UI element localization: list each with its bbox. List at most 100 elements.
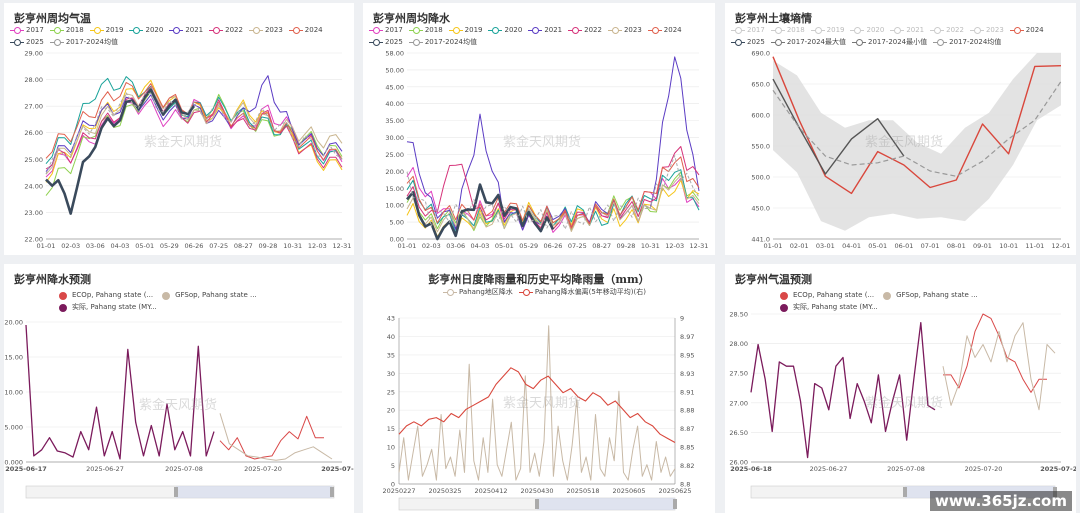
legend-item[interactable]: GFSop, Pahang state ... (880, 290, 978, 301)
x-tick-label: 01-01 (398, 242, 417, 250)
legend-item[interactable]: 2020 (129, 25, 163, 36)
y-tick-label: 10.00 (4, 389, 23, 397)
legend-item[interactable]: 2023 (969, 25, 1004, 36)
legend: 2017 2018 2019 2020 2021 2022 2023 2024 2025 2017… (369, 25, 709, 48)
x-tick-label: 04-01 (842, 242, 861, 250)
legend-item[interactable]: 2023 (248, 25, 283, 36)
x-tick-label: 2025-07-29 (321, 465, 354, 473)
y-right-tick-label: 8.82 (680, 462, 694, 470)
panel-temperature-forecast: 彭亨州气温预测 ECOp, Pahang state (... GFSop, Pa… (725, 264, 1076, 513)
legend-item[interactable]: 2021 (169, 25, 203, 36)
legend-item[interactable]: 2019 (448, 25, 483, 36)
legend-label: 2019 (464, 26, 483, 34)
y-right-tick-label: 8.87 (680, 425, 694, 433)
x-tick-label: 20250412 (474, 487, 507, 495)
legend-item[interactable]: 2017-2024均值 (933, 37, 1001, 48)
legend-item[interactable]: 2018 (770, 25, 805, 36)
legend-marker (56, 292, 70, 300)
legend-item[interactable]: 2017-2024最小值 (851, 37, 927, 48)
x-tick-label: 02-03 (422, 242, 441, 250)
y-left-tick-label: 43 (387, 315, 395, 323)
legend-item[interactable]: ECOp, Pahang state (... (56, 290, 153, 301)
y-tick-label: 5.000 (4, 424, 23, 432)
legend-label: 2017 (26, 26, 44, 34)
y-right-tick-label: 8.88 (680, 407, 694, 415)
y-right-tick-label: 8.91 (680, 388, 694, 396)
legend-item[interactable]: 2017 (731, 25, 765, 36)
legend-marker (647, 27, 662, 34)
legend-item[interactable]: 2024 (288, 25, 323, 36)
legend: Pahang地区降水 Pahang降水偏离(5年移动平均)(右) (443, 287, 709, 298)
y-tick-label: 50.00 (385, 66, 404, 74)
legend-item[interactable]: 2022 (568, 25, 602, 36)
x-tick-label: 2025-07-20 (965, 465, 1003, 473)
legend-item[interactable]: 2025 (369, 37, 403, 48)
chart-plot: 0 5 10 15 20 25 30 35 40 43 8.8 8.82 8.85 8.87 8.88 8.9… (382, 315, 694, 511)
legend-marker (731, 27, 745, 34)
legend-marker (1009, 27, 1024, 34)
legend-label: 2022 (225, 26, 243, 34)
series-line (772, 81, 1062, 177)
legend-item[interactable]: 实际, Pahang state (MY... (56, 302, 157, 313)
legend-item[interactable]: 2017-2024均值 (49, 37, 118, 48)
legend-item[interactable]: 2022 (930, 25, 964, 36)
legend-item[interactable]: GFSop, Pahang state ... (159, 290, 257, 301)
legend-item[interactable]: 2019 (89, 25, 123, 36)
legend-marker (770, 39, 785, 46)
x-tick-label: 03-06 (446, 242, 465, 250)
y-tick-label: 10.00 (385, 202, 404, 210)
y-tick-label: 45.00 (385, 83, 404, 91)
zoom-slider-handle (903, 487, 907, 497)
legend-item[interactable]: Pahang降水偏离(5年移动平均)(右) (518, 287, 646, 298)
legend-marker (880, 292, 894, 300)
x-tick-label: 04-03 (111, 242, 130, 250)
legend-item[interactable]: 实际, Pahang state (MY... (777, 302, 878, 313)
legend-item[interactable]: Pahang地区降水 (443, 287, 513, 298)
legend-item[interactable]: 2024 (647, 25, 682, 36)
y-tick-label: 0.000 (4, 459, 23, 467)
y-tick-label: 26.00 (24, 129, 43, 137)
legend-item[interactable]: 2023 (607, 25, 642, 36)
legend-marker (10, 27, 24, 34)
legend-item[interactable]: 2018 (49, 25, 84, 36)
x-tick-label: 11-01 (1025, 242, 1044, 250)
x-tick-label: 07-25 (209, 242, 228, 250)
legend-marker (850, 27, 865, 34)
legend-item[interactable]: 2017-2024最大值 (770, 37, 846, 48)
legend-item[interactable]: ECOp, Pahang state (... (777, 290, 874, 301)
legend-item[interactable]: 2021 (890, 25, 924, 36)
x-tick-label: 2025-07-08 (165, 465, 203, 473)
y-tick-label: 26.00 (729, 459, 748, 467)
x-tick-label: 10-01 (999, 242, 1018, 250)
series-line-2024 (406, 156, 700, 229)
y-right-tick-label: 8.95 (680, 351, 694, 359)
legend-item[interactable]: 2018 (408, 25, 443, 36)
legend-marker (369, 39, 383, 46)
x-tick-label: 03-01 (816, 242, 835, 250)
legend-item[interactable]: 2024 (1009, 25, 1044, 36)
legend-item[interactable]: 2020 (850, 25, 884, 36)
y-right-tick-label: 8.93 (680, 370, 694, 378)
legend-item[interactable]: 2017 (10, 25, 44, 36)
x-tick-label: 2025-06-27 (810, 465, 848, 473)
zoom-slider-handle (535, 499, 539, 509)
y-left-tick-label: 0 (391, 481, 395, 489)
legend-item[interactable]: 2019 (810, 25, 844, 36)
legend-item[interactable]: 2020 (488, 25, 522, 36)
legend-item[interactable]: 2022 (209, 25, 243, 36)
legend-item[interactable]: 2017-2024均值 (408, 37, 477, 48)
legend-label: 2024 (304, 26, 323, 34)
series-line-2023 (45, 87, 343, 175)
chart-plot: 0.00 5.00 10.00 15.00 20.00 25.00 30.00 35.00 40… (385, 50, 708, 251)
legend-item[interactable]: 2025 (731, 37, 765, 48)
legend-marker (890, 27, 905, 34)
y-left-tick-label: 35 (387, 351, 395, 359)
legend-marker (969, 27, 984, 34)
legend-item[interactable]: 2017 (369, 25, 403, 36)
legend-marker (288, 27, 303, 34)
legend-item[interactable]: 2021 (528, 25, 562, 36)
y-tick-label: 5.00 (390, 219, 404, 227)
x-tick-label: 01-01 (37, 242, 56, 250)
legend-item[interactable]: 2025 (10, 37, 44, 48)
x-tick-label: 20250605 (612, 487, 645, 495)
